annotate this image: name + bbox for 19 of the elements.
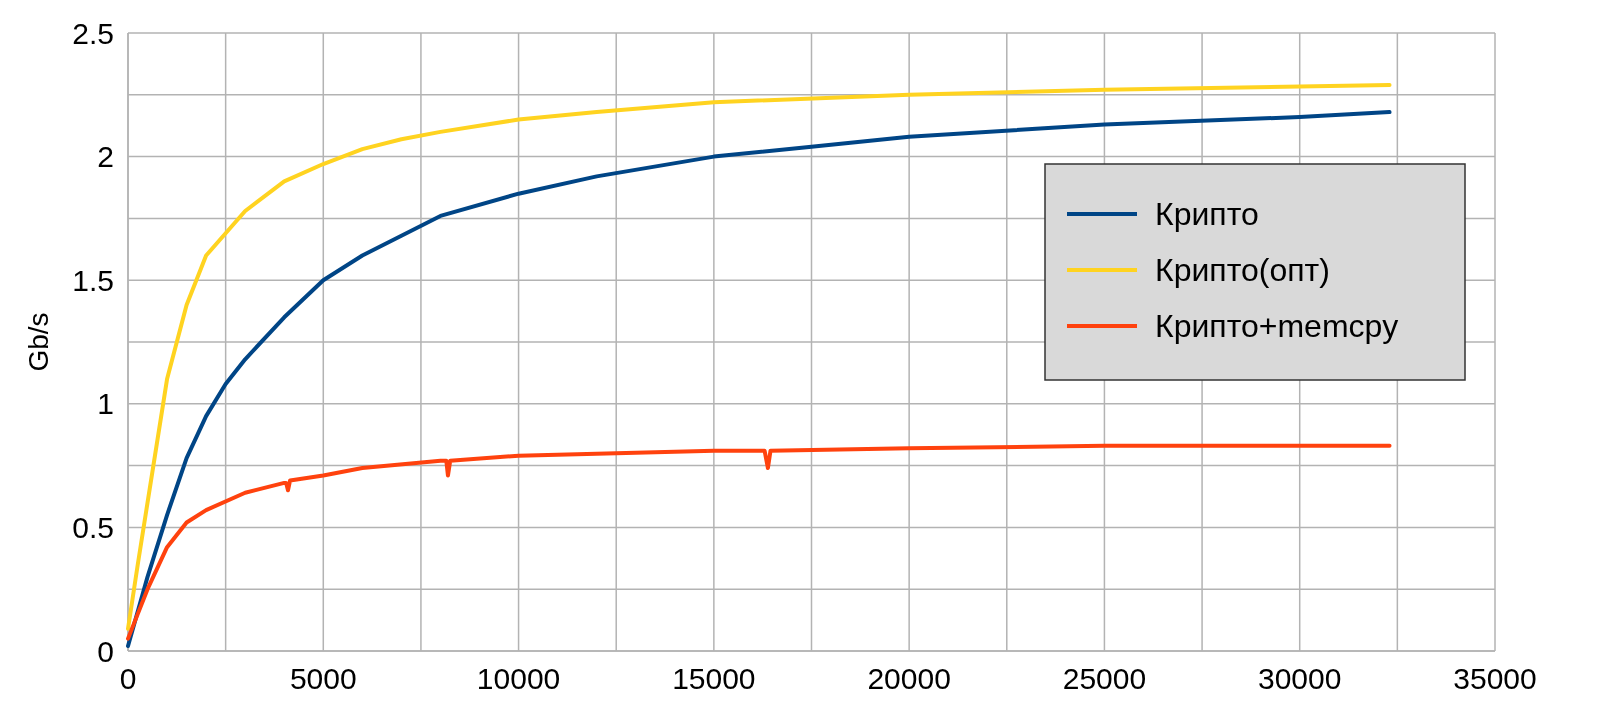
y-axis-title: Gb/s — [23, 312, 54, 372]
x-tick-label: 5000 — [289, 662, 357, 695]
x-tick-label: 15000 — [672, 662, 756, 695]
x-tick-label: 35000 — [1453, 662, 1537, 695]
y-tick-label: 0 — [97, 634, 114, 668]
x-tick-label: 10000 — [476, 662, 561, 695]
legend-label: Крипто — [1155, 196, 1259, 233]
line-series — [126, 443, 1392, 641]
y-tick-label: 2 — [97, 140, 114, 174]
x-tick-label: 30000 — [1258, 662, 1342, 695]
legend-label: Крипто+memcpy — [1155, 308, 1399, 345]
x-tick-label: 20000 — [867, 662, 951, 695]
y-tick-label: 1 — [97, 387, 114, 421]
x-tick-label: 0 — [119, 662, 137, 695]
x-tick-label: 25000 — [1062, 662, 1147, 695]
y-tick-label: 0.5 — [72, 510, 114, 544]
y-tick-label: 2.5 — [72, 16, 114, 50]
y-tick-label: 1.5 — [72, 263, 114, 297]
legend-label: Крипто(опт) — [1155, 252, 1330, 289]
